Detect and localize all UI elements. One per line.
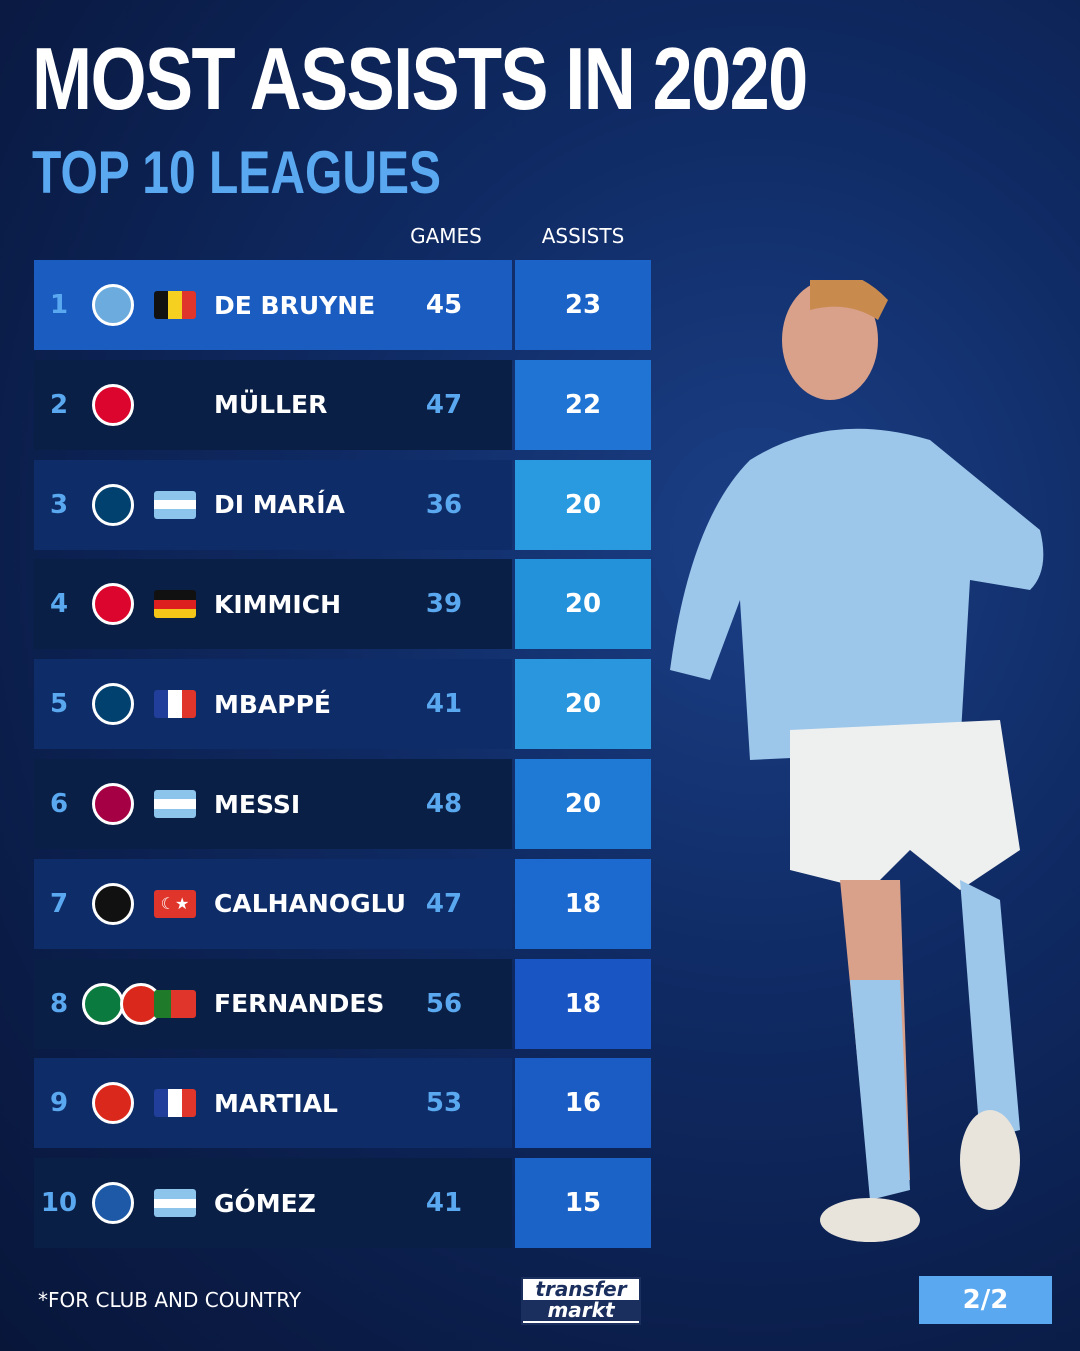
table-row: 8 FERNANDES 56: [34, 958, 512, 1049]
assists-value: 20: [515, 559, 651, 650]
rank: 8: [49, 988, 69, 1019]
rank: 3: [49, 489, 69, 520]
turkey-flag-icon: ☾★: [154, 889, 196, 918]
manchester-city-crest-icon: [92, 284, 134, 326]
games-value: 47: [425, 389, 463, 420]
games-value: 41: [425, 689, 463, 720]
psg-crest-icon: [92, 483, 134, 526]
assists-value: 23: [515, 260, 651, 350]
games-value: 47: [425, 888, 463, 919]
rank: 6: [49, 789, 69, 819]
games-value: 45: [425, 290, 463, 320]
assists-value: 18: [515, 858, 651, 949]
argentina-flag-icon: [154, 1189, 196, 1218]
table-row: 4 KIMMICH 39: [34, 559, 512, 650]
table-row: 9 MARTIAL 53: [34, 1058, 512, 1149]
manchester-united-crest-icon: [92, 1082, 134, 1125]
barcelona-crest-icon: [92, 783, 134, 825]
assists-value: 20: [515, 659, 651, 750]
player-name: MÜLLER: [214, 390, 328, 420]
rank: 4: [49, 589, 69, 620]
table-row: 2 MÜLLER 47: [34, 359, 512, 450]
player-name: MARTIAL: [214, 1088, 338, 1118]
games-value: 41: [425, 1188, 463, 1219]
player-name: FERNANDES: [214, 989, 385, 1019]
table-row: 5 MBAPPÉ 41: [34, 659, 512, 750]
table-row: 1 DE BRUYNE 45: [34, 260, 512, 350]
rank: 7: [49, 888, 69, 919]
ac-milan-crest-icon: [92, 882, 134, 925]
games-value: 39: [425, 589, 463, 620]
portugal-flag-icon: [154, 989, 196, 1018]
assists-column-header: ASSISTS: [541, 224, 625, 248]
france-flag-icon: [154, 690, 196, 719]
player-name: MBAPPÉ: [214, 689, 332, 719]
player-name: GÓMEZ: [214, 1188, 316, 1218]
games-value: 48: [425, 789, 463, 819]
rank: 9: [49, 1088, 69, 1119]
bayern-munich-crest-icon: [92, 583, 134, 626]
argentina-flag-icon: [154, 790, 196, 818]
table-row: 7 ☾★ CALHANOGLU 47: [34, 858, 512, 949]
table-row: 3 DI MARÍA 36: [34, 459, 512, 550]
rank: 10: [40, 1188, 78, 1219]
psg-crest-icon: [92, 683, 134, 726]
argentina-flag-icon: [154, 490, 196, 519]
rank: 2: [49, 389, 69, 420]
games-value: 56: [425, 988, 463, 1019]
player-name: MESSI: [214, 789, 301, 819]
games-value: 53: [425, 1088, 463, 1119]
atalanta-crest-icon: [92, 1182, 134, 1225]
assists-value: 15: [515, 1158, 651, 1249]
rank: 5: [49, 689, 69, 720]
assists-value: 20: [515, 459, 651, 550]
games-column-header: GAMES: [410, 224, 482, 248]
page-subtitle: TOP 10 LEAGUES: [32, 139, 442, 206]
table-row: 10 GÓMEZ 41: [34, 1158, 512, 1249]
transfermarkt-logo: transfer markt: [521, 1277, 641, 1325]
player-name: DE BRUYNE: [214, 290, 376, 320]
bayern-munich-crest-icon: [92, 383, 134, 426]
player-name: CALHANOGLU: [214, 889, 406, 919]
germany-flag-icon: [154, 590, 196, 619]
sporting-cp-crest-icon: [82, 982, 124, 1025]
player-name: KIMMICH: [214, 589, 342, 619]
games-value: 36: [425, 489, 463, 520]
belgium-flag-icon: [154, 291, 196, 319]
page-title: MOST ASSISTS IN 2020: [32, 29, 808, 128]
assists-value: 16: [515, 1058, 651, 1149]
table-row: 6 MESSI 48: [34, 759, 512, 849]
player-photo: [670, 280, 1044, 1242]
assists-value: 22: [515, 359, 651, 450]
assists-value: 18: [515, 958, 651, 1049]
rank: 1: [49, 290, 69, 320]
page-indicator: 2/2: [919, 1276, 1052, 1324]
footnote: *FOR CLUB AND COUNTRY: [38, 1288, 302, 1312]
assists-value: 20: [515, 759, 651, 849]
player-name: DI MARÍA: [214, 490, 345, 520]
france-flag-icon: [154, 1089, 196, 1118]
